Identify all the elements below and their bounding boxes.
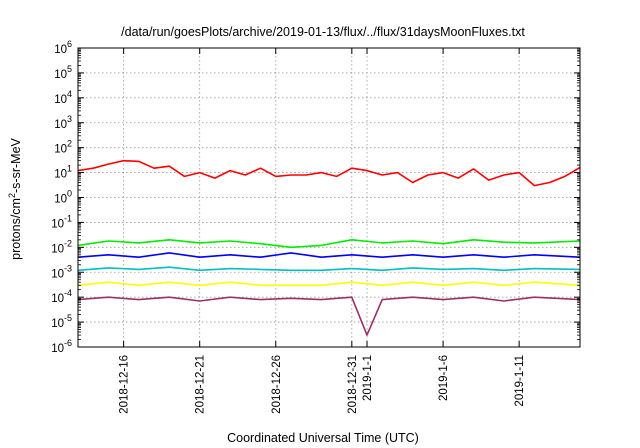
y-axis-label: protons/cm2-s-sr-MeV xyxy=(7,137,23,259)
y-tick-label: 104 xyxy=(54,89,72,106)
x-tick-label: 2018-12-16 xyxy=(119,355,131,414)
series-line xyxy=(77,159,581,187)
series-group xyxy=(77,159,581,336)
x-tick-label: 2018-12-21 xyxy=(195,355,207,414)
x-tick-labels: 2018-12-16 2018-12-21 2018-12-26 2018-12-31… xyxy=(119,355,527,414)
series-line xyxy=(77,266,581,272)
x-tick-label: 2019-1-11 xyxy=(514,355,526,407)
x-tick-label: 2018-12-26 xyxy=(271,355,283,414)
y-tick-label: 100 xyxy=(54,189,72,206)
grid-lines xyxy=(78,48,580,347)
y-tick-label: 10-6 xyxy=(51,338,72,355)
chart-title: /data/run/goesPlots/archive/2019-01-13/f… xyxy=(121,25,525,39)
y-tick-label: 103 xyxy=(54,114,72,131)
series-line xyxy=(77,239,581,249)
x-tick-label: 2019-1-1 xyxy=(362,355,374,401)
plot-frame xyxy=(77,47,581,348)
y-tick-label: 10-3 xyxy=(51,263,72,280)
y-tick-label: 105 xyxy=(54,64,72,81)
x-axis-label: Coordinated Universal Time (UTC) xyxy=(227,431,419,445)
x-tick-label: 2018-12-31 xyxy=(347,355,359,414)
y-tick-label: 101 xyxy=(54,164,72,181)
y-tick-label: 10-4 xyxy=(51,288,72,305)
y-tick-label: 10-5 xyxy=(51,313,72,330)
y-tick-labels: 10-6 10-5 10-4 10-3 10-2 10-1 100 101 102 103 104 1… xyxy=(51,39,72,355)
y-tick-label: 102 xyxy=(54,139,72,156)
y-tick-label: 10-1 xyxy=(51,213,72,230)
series-line xyxy=(77,252,581,259)
tick-marks xyxy=(78,47,580,348)
y-tick-label: 106 xyxy=(54,39,72,56)
series-line xyxy=(77,281,581,287)
x-tick-label: 2019-1-6 xyxy=(438,355,450,401)
y-tick-label: 10-2 xyxy=(51,238,72,255)
series-line xyxy=(77,296,581,336)
